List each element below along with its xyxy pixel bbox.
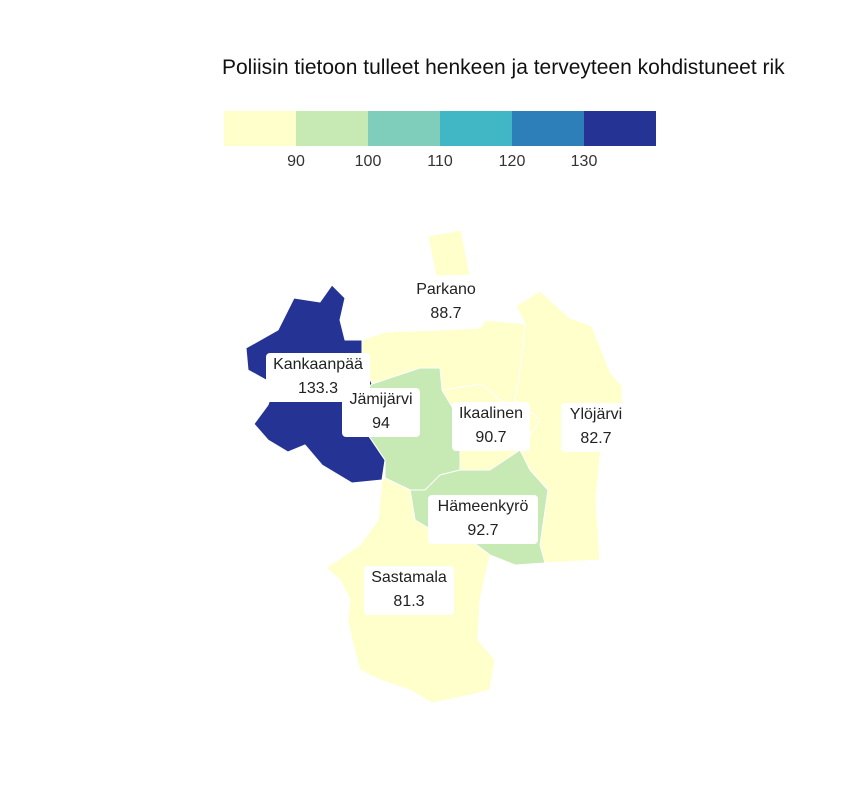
region-name: Kankaanpää — [273, 356, 363, 373]
region-name: Ikaalinen — [458, 405, 524, 422]
region-value: 90.7 — [475, 429, 507, 446]
legend-swatch-1 — [224, 111, 296, 146]
region-name: Jämijärvi — [349, 391, 413, 408]
region-value: 82.7 — [580, 430, 612, 447]
legend-swatch-5 — [512, 111, 584, 146]
label-hameenkyro: Hämeenkyrö 92.7 — [428, 495, 538, 544]
map-title: Poliisin tietoon tulleet henkeen ja terv… — [222, 56, 785, 79]
label-kankaanpaa: Kankaanpää 133.3 — [266, 353, 370, 402]
region-name: Sastamala — [371, 569, 447, 586]
label-jamijarvi: Jämijärvi 94 — [342, 388, 420, 437]
color-legend — [224, 111, 656, 146]
region-parkano[interactable] — [427, 229, 471, 277]
region-name: Parkano — [416, 281, 476, 298]
label-ylojarvi: Ylöjärvi 82.7 — [561, 403, 631, 452]
legend-tick-130: 130 — [570, 153, 598, 170]
region-name: Hämeenkyrö — [437, 498, 529, 515]
legend-tick-110: 110 — [427, 153, 453, 170]
label-parkano: Parkano 88.7 — [408, 278, 484, 327]
legend-swatch-6 — [584, 111, 656, 146]
region-value: 92.7 — [467, 522, 499, 539]
legend-swatch-2 — [296, 111, 368, 146]
region-value: 133.3 — [297, 380, 339, 397]
legend-tick-100: 100 — [354, 153, 382, 170]
label-sastamala: Sastamala 81.3 — [364, 566, 454, 615]
legend-swatch-4 — [440, 111, 512, 146]
region-value: 94 — [372, 415, 390, 432]
legend-tick-90: 90 — [287, 153, 305, 170]
legend-tick-120: 120 — [498, 153, 526, 170]
label-ikaalinen: Ikaalinen 90.7 — [452, 402, 530, 451]
legend-swatch-3 — [368, 111, 440, 146]
region-name: Ylöjärvi — [569, 406, 623, 423]
region-value: 81.3 — [393, 593, 425, 610]
region-value: 88.7 — [430, 305, 462, 322]
